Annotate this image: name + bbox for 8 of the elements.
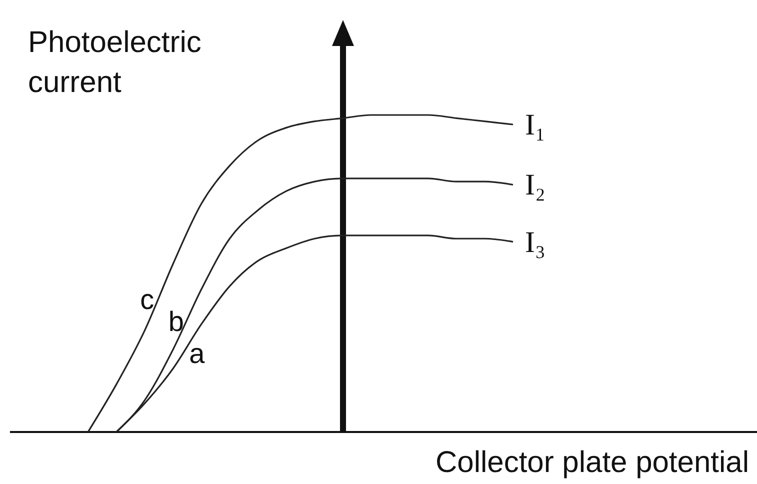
annotation: b (168, 306, 184, 338)
x-axis-title: Collector plate potential (435, 446, 749, 479)
annotation: a (189, 338, 206, 369)
series-label: I₃ (525, 226, 546, 259)
series-label: I₂ (525, 168, 546, 202)
annotation: c (140, 284, 154, 315)
series-label: I₁ (525, 108, 546, 142)
y-axis-title: Photoelectric current (28, 26, 202, 99)
